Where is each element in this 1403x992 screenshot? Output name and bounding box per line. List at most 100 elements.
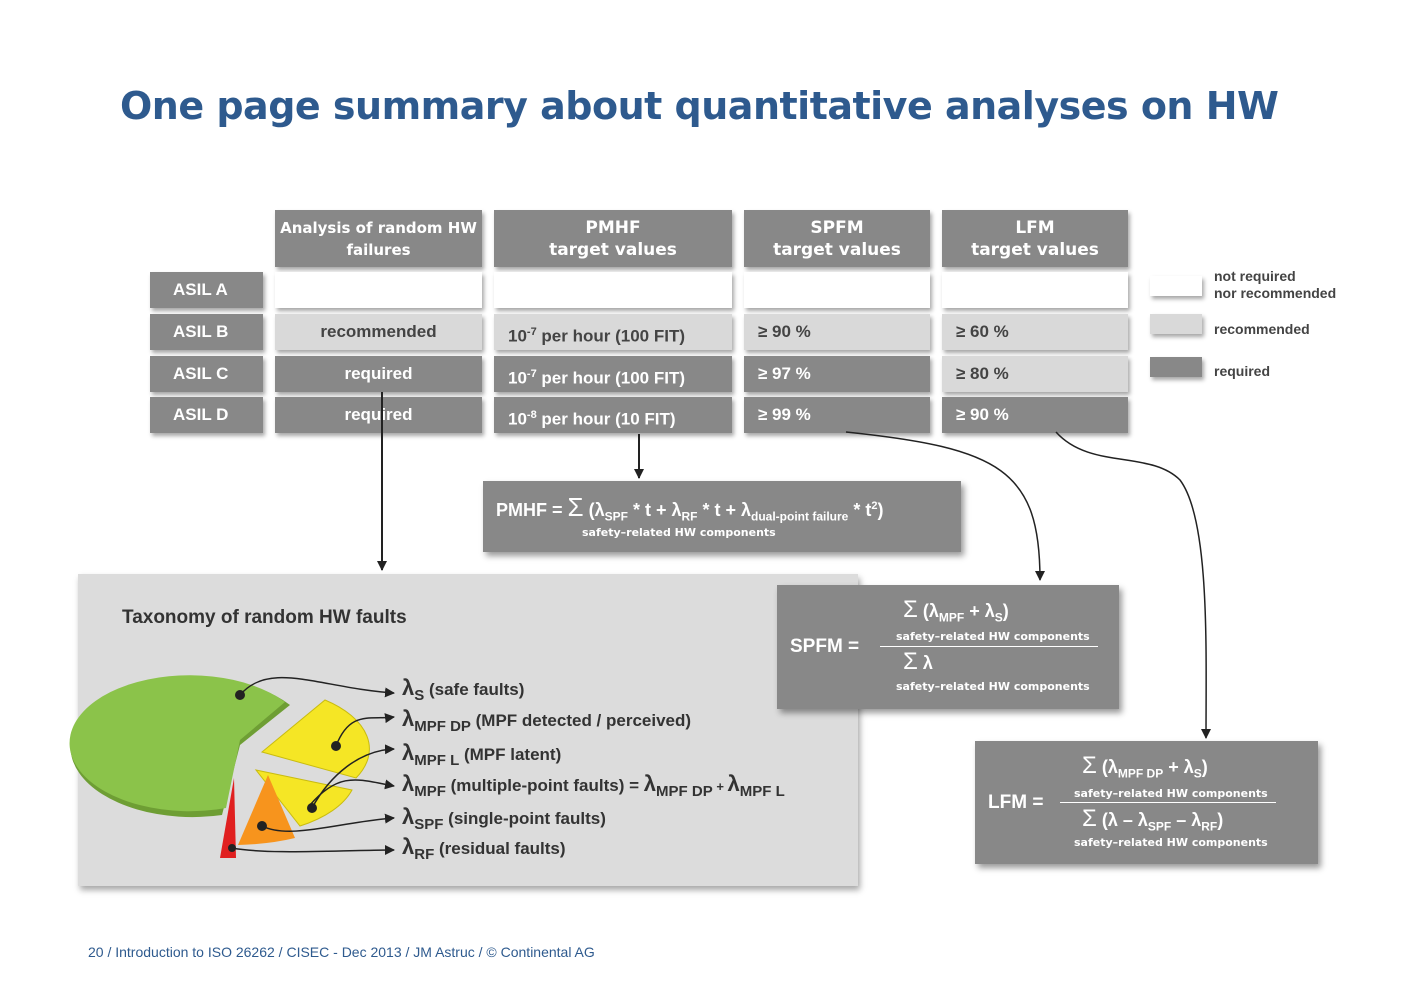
- lfm-den-under: safety–related HW components: [1074, 836, 1268, 849]
- spfm-num-2: + λ: [964, 601, 995, 621]
- tax-sub: S: [414, 687, 425, 704]
- pmhf-formula-line: PMHF = Σ (λSPF * t + λRF * t + λdual-poi…: [496, 492, 884, 524]
- spfm-num-under: safety–related HW components: [896, 630, 1090, 643]
- connector-mpf: [309, 779, 395, 806]
- header-analysis-line2: failures: [346, 240, 411, 259]
- tax-sub: MPF: [414, 783, 446, 800]
- pmhf-body-5: ): [877, 500, 884, 520]
- arrow-spfm-to-formula: [845, 431, 1045, 581]
- spfm-label: SPFM =: [790, 636, 860, 657]
- pie-slice-mpf-dp: [260, 699, 370, 779]
- tax-lambda: λ: [643, 771, 657, 796]
- sigma-symbol: Σ: [1082, 752, 1097, 779]
- pmhf-d-rest: per hour (10 FIT): [536, 409, 676, 429]
- spfm-fraction-line: [880, 646, 1098, 647]
- tax-item-spf: λSPF (single-point faults): [402, 804, 606, 833]
- taxonomy-title: Taxonomy of random HW faults: [122, 607, 407, 628]
- lfm-denominator: Σ (λ – λSPF – λRF): [1082, 805, 1223, 834]
- pmhf-body-2: * t + λ: [627, 500, 682, 520]
- tax-text: (safe faults): [424, 680, 525, 699]
- connector-safe: [239, 676, 395, 698]
- header-lfm: LFM target values: [942, 210, 1128, 267]
- tax-sub-extra2: MPF L: [739, 783, 785, 800]
- connector-mpf-dp: [335, 713, 395, 747]
- lfm-num-sub2: S: [1193, 766, 1202, 781]
- lfm-den-3: ): [1217, 810, 1224, 830]
- tax-lambda: λ: [402, 834, 415, 859]
- tax-lambda: λ: [402, 804, 415, 829]
- pmhf-c-exp: -7: [526, 368, 537, 380]
- header-pmhf-line2: target values: [549, 239, 677, 260]
- tax-sub-extra1: MPF DP: [656, 783, 713, 800]
- tax-sub: MPF L: [414, 752, 460, 769]
- legend-recommended: recommended: [1214, 321, 1310, 337]
- header-analysis-line1: Analysis of random HW: [280, 218, 477, 237]
- dot-mpf-l: [307, 803, 317, 813]
- dot-safe: [235, 690, 245, 700]
- legend-not-required-line2: nor recommended: [1214, 285, 1337, 301]
- lfm-num-1: (λ: [1096, 757, 1118, 777]
- spfm-den-under: safety–related HW components: [896, 680, 1090, 693]
- legend-swatch-dark: [1150, 357, 1202, 377]
- header-pmhf-line1: PMHF: [585, 217, 641, 238]
- spfm-num-1: (λ: [917, 601, 939, 621]
- asil-b-label: ASIL B: [150, 314, 263, 350]
- page-title: One page summary about quantitative anal…: [120, 84, 1279, 128]
- legend-swatch-white: [1150, 276, 1202, 296]
- header-pmhf: PMHF target values: [494, 210, 732, 267]
- pmhf-sub-spf: SPF: [604, 509, 628, 524]
- tax-sub: MPF DP: [414, 718, 471, 735]
- tax-text: (residual faults): [434, 839, 566, 858]
- header-spfm: SPFM target values: [744, 210, 930, 267]
- lfm-fraction-line: [1060, 802, 1276, 803]
- pmhf-d-exp: -8: [526, 409, 537, 421]
- spfm-num-sub1: MPF: [938, 610, 965, 625]
- lfm-den-sub2: RF: [1201, 819, 1218, 834]
- lfm-num-2: + λ: [1163, 757, 1194, 777]
- pmhf-body-1: (λ: [583, 500, 605, 520]
- tax-lambda: λ: [402, 740, 415, 765]
- pmhf-sup-2: 2: [871, 500, 878, 512]
- sigma-symbol: Σ: [1082, 805, 1097, 832]
- header-analysis: Analysis of random HW failures: [275, 210, 482, 267]
- tax-sub: SPF: [414, 816, 444, 833]
- lfm-den-1: (λ – λ: [1096, 810, 1148, 830]
- tax-item-mpf: λMPF (multiple-point faults) = λMPF DP +…: [402, 771, 785, 800]
- cell-c-spfm: ≥ 97 %: [744, 356, 930, 392]
- cell-b-analysis: recommended: [275, 314, 482, 350]
- spfm-denominator: Σ λ: [903, 648, 933, 676]
- lfm-num-under: safety–related HW components: [1074, 787, 1268, 800]
- dot-mpf-dp: [331, 741, 341, 751]
- tax-text: (MPF detected / perceived): [470, 711, 692, 730]
- header-lfm-line2: target values: [971, 239, 1099, 260]
- pmhf-formula-box: [483, 481, 961, 552]
- spfm-num-sub2: S: [994, 610, 1003, 625]
- pmhf-b-rest: per hour (100 FIT): [536, 326, 685, 346]
- tax-lambda: λ: [402, 706, 415, 731]
- cell-c-analysis: required: [275, 356, 482, 392]
- dot-spf: [257, 821, 267, 831]
- fault-pie-chart: [69, 675, 370, 858]
- tax-item-mpf-l: λMPF L (MPF latent): [402, 740, 561, 769]
- pie-slice-rf: [220, 778, 236, 858]
- tax-text: (single-point faults): [443, 809, 606, 828]
- lfm-label: LFM =: [988, 792, 1044, 813]
- cell-d-pmhf: 10-8 per hour (10 FIT): [494, 397, 732, 433]
- legend-swatch-light: [1150, 314, 1202, 334]
- connector-spf: [261, 813, 395, 832]
- lfm-num-3: ): [1201, 757, 1208, 777]
- tax-item-safe: λS (safe faults): [402, 675, 524, 704]
- tax-text: (multiple-point faults) =: [445, 776, 644, 795]
- connector-mpf-l: [311, 744, 395, 809]
- cell-d-analysis: required: [275, 397, 482, 433]
- pmhf-label: PMHF =: [496, 500, 568, 520]
- cell-d-spfm: ≥ 99 %: [744, 397, 930, 433]
- cell-a-lfm: [942, 272, 1128, 308]
- pmhf-body-3: * t + λ: [697, 500, 752, 520]
- pmhf-sub-dp: dual-point failure: [751, 509, 849, 524]
- tax-plus: +: [712, 779, 728, 794]
- pmhf-d-base: 10: [508, 409, 527, 429]
- cell-a-pmhf: [494, 272, 732, 308]
- lfm-numerator: Σ (λMPF DP + λS): [1082, 752, 1208, 781]
